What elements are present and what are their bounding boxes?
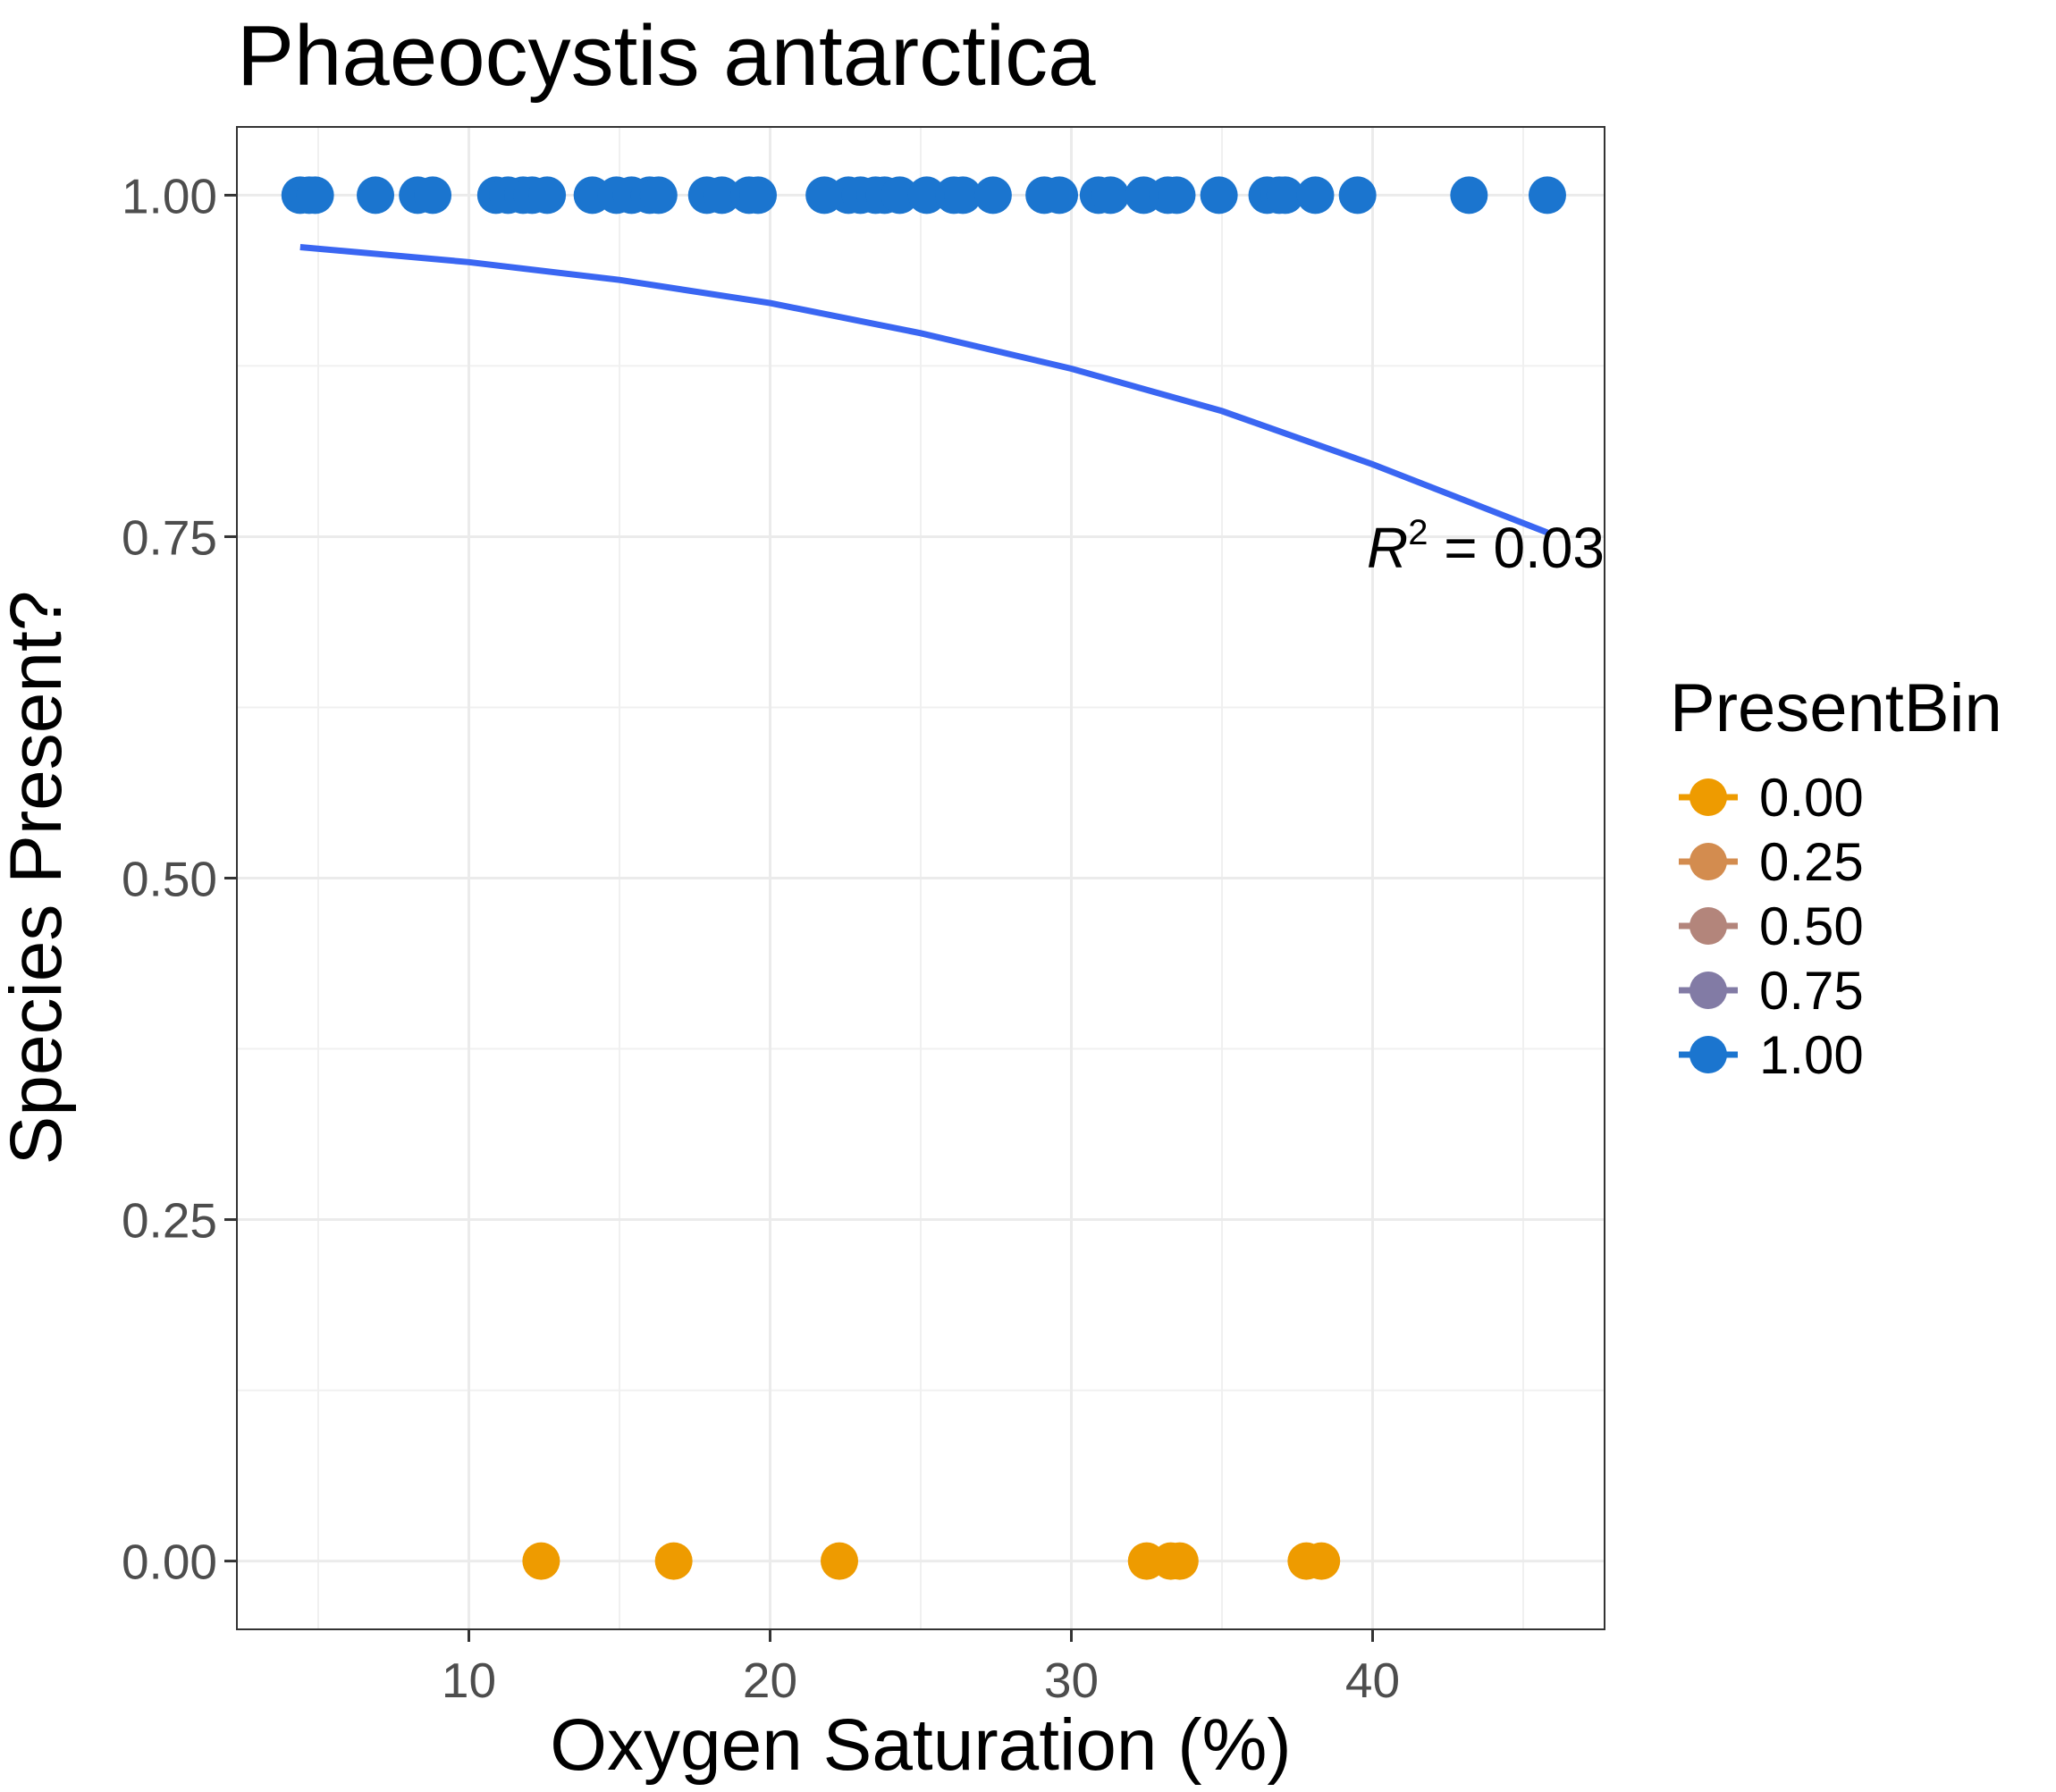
data-point	[907, 176, 946, 215]
data-point	[654, 1542, 693, 1580]
data-point	[414, 176, 452, 215]
data-point	[357, 176, 395, 215]
data-point	[296, 176, 334, 215]
annotation-superscript: 2	[1408, 513, 1428, 552]
legend-entry-label: 1.00	[1759, 1025, 1864, 1085]
data-point	[944, 176, 982, 215]
data-point	[1528, 176, 1566, 215]
y-tick-label: 1.00	[122, 168, 217, 223]
data-point	[881, 176, 919, 215]
legend-entry-label: 0.50	[1759, 896, 1864, 956]
x-tick-label: 40	[1345, 1653, 1400, 1708]
data-point	[703, 176, 741, 215]
y-axis: 0.00 0.25 0.50 0.75 1.00	[122, 168, 237, 1590]
data-point	[1158, 176, 1196, 215]
x-tick-label: 30	[1044, 1653, 1099, 1708]
legend-key-marker	[1689, 972, 1727, 1009]
data-point	[522, 1542, 560, 1580]
legend-key-marker	[1689, 778, 1727, 816]
legend-key-marker	[1689, 843, 1727, 880]
legend-entry-label: 0.00	[1759, 768, 1864, 828]
data-point	[528, 176, 567, 215]
legend-entry-label: 0.25	[1759, 832, 1864, 892]
y-axis-title: Species Present?	[0, 591, 77, 1165]
data-point	[1091, 176, 1130, 215]
data-point	[1041, 176, 1079, 215]
data-point	[1296, 176, 1335, 215]
legend: PresentBin 0.000.250.500.751.00	[1670, 670, 2002, 1085]
legend-entries: 0.000.250.500.751.00	[1679, 768, 1864, 1085]
data-point	[1338, 176, 1377, 215]
data-point	[1450, 176, 1488, 215]
x-tick-label: 10	[442, 1653, 496, 1708]
data-point	[1200, 176, 1238, 215]
legend-key-marker	[1689, 907, 1727, 945]
annotation-suffix: = 0.03	[1428, 516, 1605, 580]
data-point	[1302, 1542, 1341, 1580]
legend-entry-label: 0.75	[1759, 961, 1864, 1021]
data-points	[281, 176, 1566, 1580]
data-point	[639, 176, 678, 215]
y-tick-label: 0.25	[122, 1193, 217, 1249]
data-point	[739, 176, 778, 215]
data-point	[973, 176, 1012, 215]
legend-title: PresentBin	[1670, 670, 2002, 746]
chart-title: Phaeocystis antarctica	[237, 8, 1096, 104]
annotation-prefix: R	[1367, 516, 1408, 580]
legend-key-marker	[1689, 1036, 1727, 1073]
x-axis: 10 20 30 40	[442, 1629, 1400, 1708]
data-point	[821, 1542, 859, 1580]
y-tick-label: 0.00	[122, 1535, 217, 1590]
data-point	[1266, 176, 1304, 215]
y-tick-label: 0.50	[122, 852, 217, 907]
fit-line	[299, 244, 1549, 536]
fit-line-layer	[299, 244, 1549, 536]
x-axis-title: Oxygen Saturation (%)	[550, 1704, 1292, 1786]
r-squared-annotation: R2 = 0.03	[1367, 513, 1605, 580]
x-tick-label: 20	[743, 1653, 797, 1708]
data-point	[1160, 1542, 1199, 1580]
y-tick-label: 0.75	[122, 509, 217, 565]
